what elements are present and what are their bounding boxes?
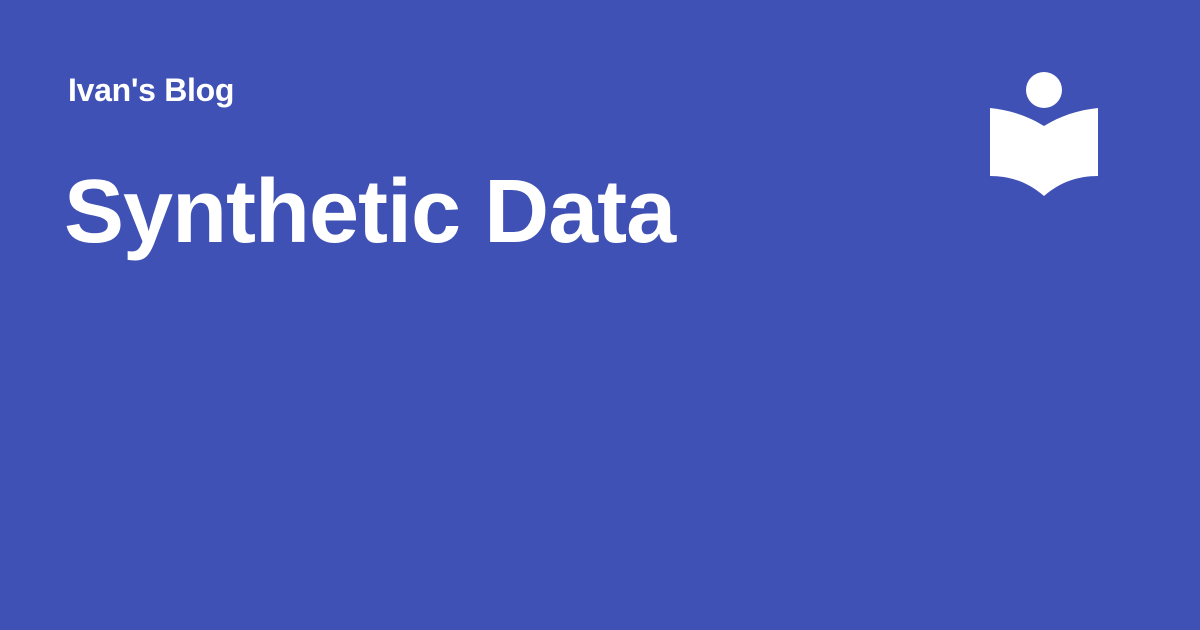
open-book [990, 108, 1098, 196]
reader-book-icon [990, 72, 1098, 196]
site-name: Ivan's Blog [68, 72, 235, 108]
reader-head [1026, 72, 1062, 108]
post-title: Synthetic Data [64, 162, 676, 262]
